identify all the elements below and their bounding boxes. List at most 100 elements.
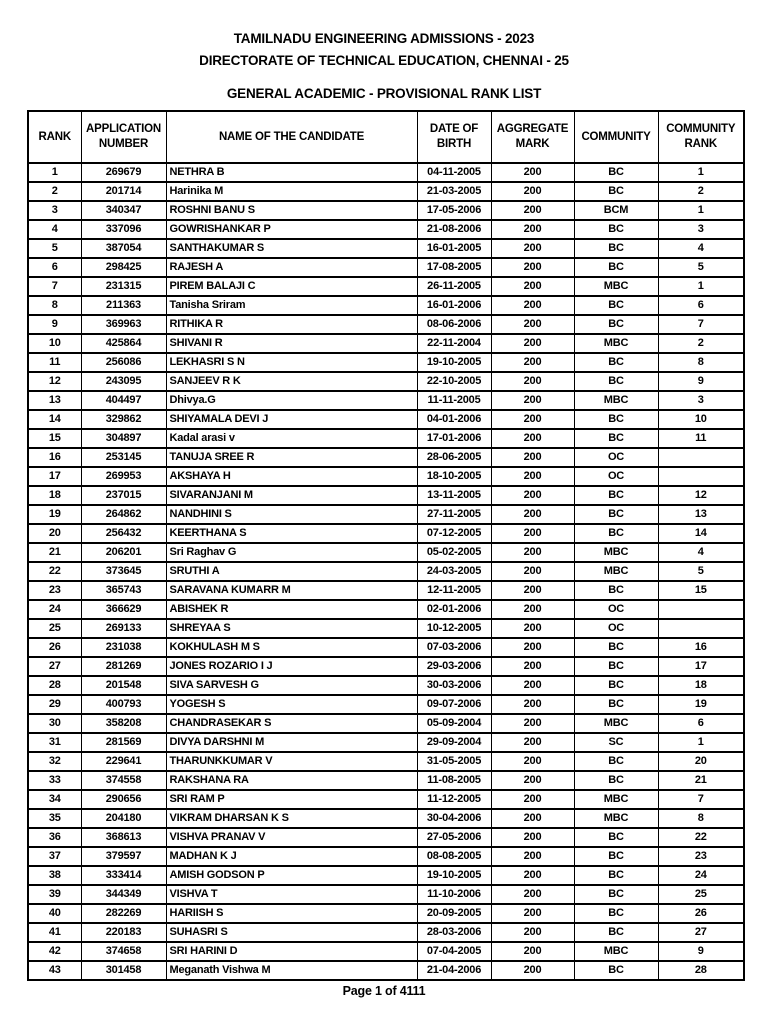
community-rank-cell: 3: [657, 219, 745, 240]
candidate-name-cell: SRUTHI A: [165, 561, 418, 582]
rank-list-table: RANK APPLICATION NUMBER NAME OF THE CAND…: [27, 110, 745, 981]
rank-cell: 14: [27, 409, 82, 430]
community-rank-cell: 8: [657, 808, 745, 829]
column-header-community-rank: COMMUNITY RANK: [657, 110, 745, 164]
candidate-name-cell: SUHASRI S: [165, 922, 418, 943]
table-row: 42 374658 SRI HARINI D 07-04-2005 200 MB…: [27, 941, 745, 962]
date-of-birth-cell: 11-11-2005: [416, 390, 492, 411]
candidate-name-cell: TANUJA SREE R: [165, 447, 418, 468]
application-number-cell: 229641: [80, 751, 167, 772]
rank-cell: 11: [27, 352, 82, 373]
community-rank-cell: 26: [657, 903, 745, 924]
rank-cell: 18: [27, 485, 82, 506]
rank-cell: 15: [27, 428, 82, 449]
page-subtitle-org: DIRECTORATE OF TECHNICAL EDUCATION, CHEN…: [199, 53, 569, 68]
application-number-cell: 256086: [80, 352, 167, 373]
candidate-name-cell: RITHIKA R: [165, 314, 418, 335]
table-row: 29 400793 YOGESH S 09-07-2006 200 BC 19: [27, 694, 745, 715]
application-number-cell: 366629: [80, 599, 167, 620]
candidate-name-cell: AKSHAYA H: [165, 466, 418, 487]
application-number-cell: 264862: [80, 504, 167, 525]
community-rank-cell: 14: [657, 523, 745, 544]
aggregate-mark-cell: 200: [490, 200, 575, 221]
rank-cell: 35: [27, 808, 82, 829]
community-cell: MBC: [573, 789, 659, 810]
table-row: 14 329862 SHIYAMALA DEVI J 04-01-2006 20…: [27, 409, 745, 430]
date-of-birth-cell: 20-09-2005: [416, 903, 492, 924]
aggregate-mark-cell: 200: [490, 732, 575, 753]
aggregate-mark-cell: 200: [490, 276, 575, 297]
community-rank-cell: 27: [657, 922, 745, 943]
date-of-birth-cell: 29-03-2006: [416, 656, 492, 677]
community-cell: BC: [573, 865, 659, 886]
rank-cell: 29: [27, 694, 82, 715]
date-of-birth-cell: 22-10-2005: [416, 371, 492, 392]
date-of-birth-cell: 28-03-2006: [416, 922, 492, 943]
candidate-name-cell: SRI RAM P: [165, 789, 418, 810]
candidate-name-cell: YOGESH S: [165, 694, 418, 715]
community-rank-cell: [657, 618, 745, 639]
candidate-name-cell: VISHVA PRANAV V: [165, 827, 418, 848]
application-number-cell: 281269: [80, 656, 167, 677]
application-number-cell: 344349: [80, 884, 167, 905]
community-cell: BC: [573, 656, 659, 677]
community-cell: BC: [573, 485, 659, 506]
candidate-name-cell: SARAVANA KUMARR M: [165, 580, 418, 601]
aggregate-mark-cell: 200: [490, 333, 575, 354]
community-cell: BC: [573, 960, 659, 981]
candidate-name-cell: Meganath Vishwa M: [165, 960, 418, 981]
community-cell: MBC: [573, 333, 659, 354]
application-number-cell: 231315: [80, 276, 167, 297]
table-row: 23 365743 SARAVANA KUMARR M 12-11-2005 2…: [27, 580, 745, 601]
community-rank-cell: 22: [657, 827, 745, 848]
community-rank-cell: 1: [657, 276, 745, 297]
aggregate-mark-cell: 200: [490, 846, 575, 867]
candidate-name-cell: ABISHEK R: [165, 599, 418, 620]
community-rank-cell: 1: [657, 162, 745, 183]
community-cell: BC: [573, 219, 659, 240]
application-number-cell: 237015: [80, 485, 167, 506]
application-number-cell: 298425: [80, 257, 167, 278]
column-header-date-of-birth: DATE OF BIRTH: [416, 110, 492, 164]
application-number-cell: 358208: [80, 713, 167, 734]
community-cell: BC: [573, 922, 659, 943]
aggregate-mark-cell: 200: [490, 713, 575, 734]
community-rank-cell: 2: [657, 181, 745, 202]
date-of-birth-cell: 16-01-2006: [416, 295, 492, 316]
application-number-cell: 301458: [80, 960, 167, 981]
candidate-name-cell: Tanisha Sriram: [165, 295, 418, 316]
date-of-birth-cell: 19-10-2005: [416, 352, 492, 373]
date-of-birth-cell: 11-10-2006: [416, 884, 492, 905]
candidate-name-cell: AMISH GODSON P: [165, 865, 418, 886]
table-row: 27 281269 JONES ROZARIO I J 29-03-2006 2…: [27, 656, 745, 677]
candidate-name-cell: SHREYAA S: [165, 618, 418, 639]
community-cell: MBC: [573, 941, 659, 962]
rank-cell: 33: [27, 770, 82, 791]
aggregate-mark-cell: 200: [490, 922, 575, 943]
candidate-name-cell: HARIISH S: [165, 903, 418, 924]
aggregate-mark-cell: 200: [490, 827, 575, 848]
date-of-birth-cell: 26-11-2005: [416, 276, 492, 297]
table-row: 18 237015 SIVARANJANI M 13-11-2005 200 B…: [27, 485, 745, 506]
candidate-name-cell: PIREM BALAJI C: [165, 276, 418, 297]
aggregate-mark-cell: 200: [490, 599, 575, 620]
candidate-name-cell: GOWRISHANKAR P: [165, 219, 418, 240]
table-row: 9 369963 RITHIKA R 08-06-2006 200 BC 7: [27, 314, 745, 335]
community-rank-cell: 23: [657, 846, 745, 867]
candidate-name-cell: NETHRA B: [165, 162, 418, 183]
rank-table-body: 1 269679 NETHRA B 04-11-2005 200 BC 1 2 …: [27, 162, 745, 981]
column-header-community: COMMUNITY: [573, 110, 659, 164]
application-number-cell: 243095: [80, 371, 167, 392]
community-cell: BC: [573, 637, 659, 658]
community-rank-cell: 10: [657, 409, 745, 430]
community-rank-cell: 1: [657, 200, 745, 221]
table-row: 31 281569 DIVYA DARSHNI M 29-09-2004 200…: [27, 732, 745, 753]
document-header: TAMILNADU ENGINEERING ADMISSIONS - 2023 …: [0, 0, 768, 101]
application-number-cell: 404497: [80, 390, 167, 411]
application-number-cell: 253145: [80, 447, 167, 468]
community-cell: OC: [573, 447, 659, 468]
community-rank-cell: 24: [657, 865, 745, 886]
community-rank-cell: 21: [657, 770, 745, 791]
candidate-name-cell: VIKRAM DHARSAN K S: [165, 808, 418, 829]
application-number-cell: 281569: [80, 732, 167, 753]
